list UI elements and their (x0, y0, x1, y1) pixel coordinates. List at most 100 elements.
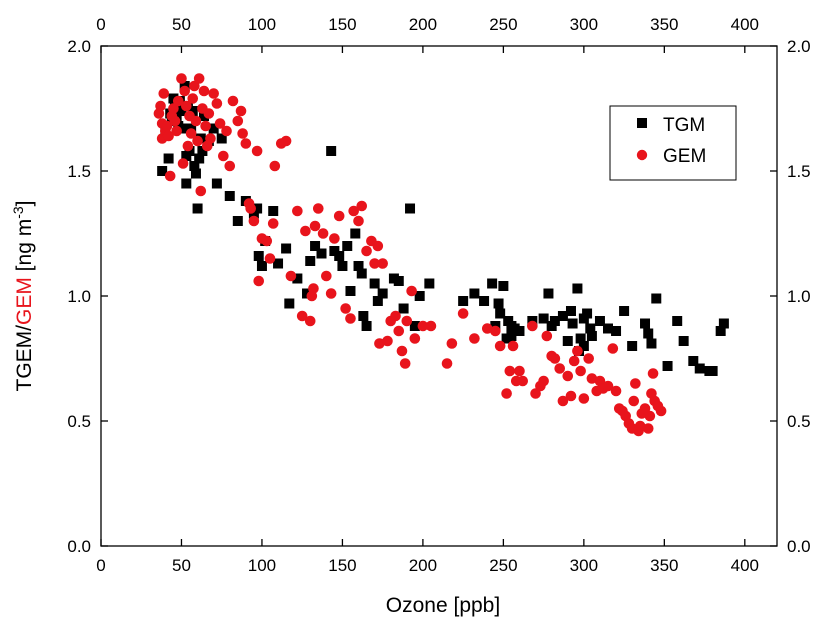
point-gem (237, 128, 248, 139)
point-tgm (565, 306, 576, 316)
point-gem (235, 105, 247, 117)
point-gem (317, 228, 329, 239)
point-gem (189, 80, 200, 92)
x-tick-label-top: 200 (409, 15, 437, 34)
point-gem (361, 245, 372, 257)
point-tgm (578, 341, 589, 351)
x-tick-label-top: 50 (172, 15, 191, 34)
point-tgm (372, 296, 383, 306)
point-gem (514, 365, 525, 377)
point-tgm (284, 298, 295, 309)
point-tgm (256, 261, 267, 271)
point-tgm (487, 278, 498, 289)
point-tgm (557, 311, 568, 321)
point-gem (240, 138, 252, 149)
point-tgm (199, 111, 210, 121)
point-tgm (353, 261, 364, 271)
y-tick-label-left: 1.0 (67, 287, 91, 306)
y-tick-label-right: 0.0 (787, 537, 811, 556)
point-tgm (268, 206, 279, 216)
point-gem (557, 395, 569, 407)
point-gem (607, 343, 619, 354)
point-gem (200, 120, 211, 132)
point-tgm (211, 178, 222, 189)
point-gem (285, 270, 297, 282)
point-tgm (498, 281, 509, 291)
x-tick-label-bottom: 250 (489, 556, 517, 575)
point-gem (280, 135, 292, 147)
point-tgm (688, 356, 699, 366)
point-tgm (572, 283, 583, 294)
point-tgm (672, 316, 683, 326)
point-tgm (326, 146, 337, 156)
point-gem (446, 338, 458, 349)
point-gem (538, 375, 549, 387)
point-tgm (232, 216, 243, 226)
point-gem (168, 103, 179, 114)
point-gem (417, 320, 429, 332)
x-tick-label-bottom: 300 (570, 556, 598, 575)
point-tgm (493, 298, 504, 309)
point-tgm (562, 336, 573, 346)
x-tick-label-top: 300 (570, 15, 598, 34)
point-gem (187, 93, 199, 104)
point-gem (602, 380, 614, 392)
y-axis-title-part: ] (13, 201, 36, 207)
point-tgm (469, 288, 480, 299)
point-gem (554, 363, 566, 374)
point-tgm (190, 168, 201, 179)
point-gem (292, 205, 303, 217)
point-gem (269, 160, 281, 172)
point-gem (353, 215, 364, 227)
point-tgm (176, 106, 187, 116)
point-tgm (253, 251, 264, 261)
x-tick-label-top: 250 (489, 15, 517, 34)
point-tgm (337, 261, 348, 271)
y-axis-title: TGEM/GEM [ng m-3] (10, 201, 36, 392)
legend-marker-tgm (637, 118, 647, 128)
point-gem (321, 270, 332, 282)
y-tick-label-right: 0.5 (787, 412, 811, 431)
point-tgm (197, 146, 208, 156)
point-gem (193, 73, 205, 84)
point-gem (203, 108, 215, 119)
axis-ticks: 0 0 50 50 100 100 150 150 200 200 250 250 300 300 350 3… (67, 15, 810, 575)
point-gem (218, 150, 229, 162)
point-tgm (224, 191, 235, 201)
point-gem (211, 98, 223, 109)
point-tgm (479, 296, 490, 306)
y-tick-label-right: 2.0 (787, 37, 811, 56)
legend-label-tgm: TGM (663, 115, 705, 136)
point-tgm (543, 288, 554, 299)
point-gem (248, 215, 260, 227)
point-gem (393, 325, 405, 337)
point-tgm (377, 288, 388, 299)
point-gem (575, 365, 586, 377)
point-gem (214, 118, 226, 129)
point-tgm (358, 311, 369, 321)
x-tick-label-top: 0 (96, 15, 105, 34)
point-tgm (281, 243, 292, 254)
point-tgm (582, 308, 593, 319)
point-tgm (662, 361, 673, 371)
y-axis-title-part: [ng m (13, 219, 36, 277)
point-gem (185, 128, 197, 139)
point-tgm (586, 331, 597, 341)
y-tick-label-left: 2.0 (67, 37, 91, 56)
point-gem (568, 355, 580, 367)
y-axis-title-part: TGEM/ (13, 325, 36, 392)
point-tgm (252, 203, 263, 214)
point-tgm (369, 278, 380, 289)
point-gem (267, 218, 279, 229)
legend-box (609, 105, 737, 181)
point-gem (425, 320, 437, 332)
point-gem (501, 388, 512, 399)
point-gem (507, 340, 519, 352)
point-gem (171, 125, 182, 137)
y-axis-title-part: -3 (10, 206, 26, 219)
x-tick-label-bottom: 200 (409, 556, 437, 575)
point-tgm (292, 273, 303, 284)
point-gem (504, 365, 516, 377)
point-gem (261, 235, 273, 247)
